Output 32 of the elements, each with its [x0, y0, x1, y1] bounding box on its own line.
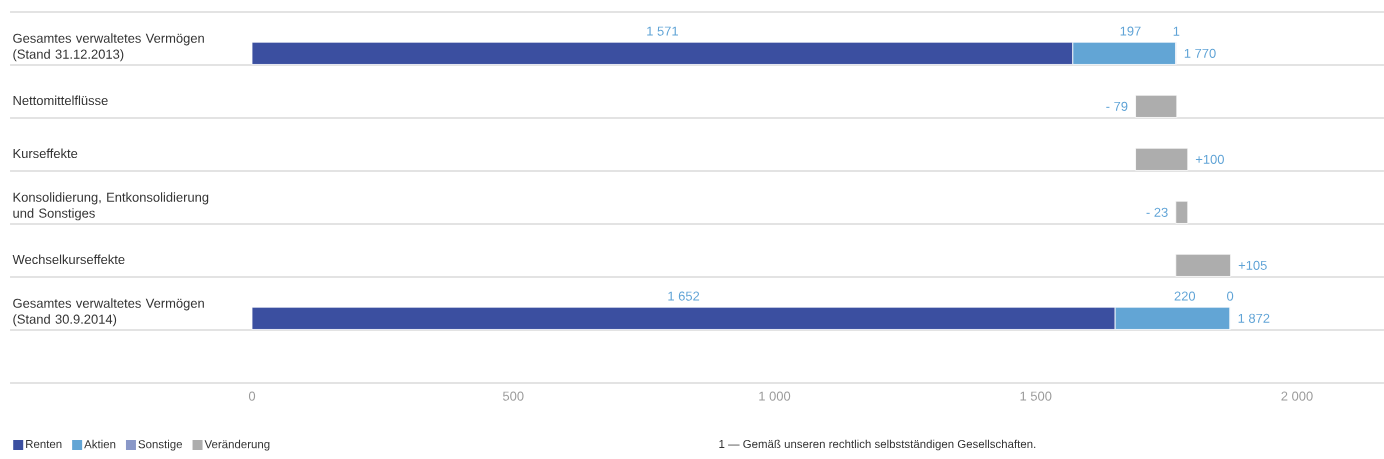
x-tick-label: 0	[248, 391, 256, 401]
legend-label: Renten	[26, 440, 62, 449]
data-label: +100	[1195, 154, 1224, 164]
legend-label: Aktien	[84, 439, 116, 449]
data-label: - 79	[1106, 101, 1128, 111]
x-tick-label: 500	[502, 391, 524, 401]
data-label: 1	[1173, 26, 1180, 36]
y-tick-label: Wechselkurseffekte	[12, 254, 125, 265]
y-tick-label: Gesamtes verwaltetes Vermögen (Stand 31.12.2013)	[13, 33, 204, 62]
data-label: 197	[1120, 26, 1141, 36]
y-tick-label: Konsolidierung, Entkonsolidierung und Sonstiges	[13, 192, 209, 221]
total-label: 1 770	[1184, 48, 1216, 58]
x-tick-label: 1 000	[759, 391, 791, 401]
total-label: 1 872	[1238, 313, 1270, 323]
text: 1 — Gemäß unseren rechtlich selbstständigen Gesellschaften.	[719, 439, 1036, 451]
bar	[1135, 94, 1178, 118]
y-tick-label: Gesamtes verwaltetes Vermögen (Stand 30.9.2014)	[13, 298, 204, 327]
data-label: 0	[1227, 291, 1234, 301]
x-tick-label: 1 500	[1020, 391, 1052, 401]
data-label: +105	[1238, 260, 1267, 270]
data-label: 1 652	[668, 291, 700, 301]
legend-label: Veränderung	[204, 439, 270, 451]
y-tick-label: Kurseffekte	[13, 148, 78, 159]
data-label: - 23	[1146, 207, 1168, 217]
data-label: 1 571	[647, 26, 678, 36]
bar	[1135, 147, 1189, 171]
legend-label: Sonstige	[138, 439, 183, 451]
bar	[1175, 200, 1189, 224]
bar	[1175, 253, 1232, 277]
data-label: 220	[1174, 291, 1196, 301]
x-tick-label: 2 000	[1281, 391, 1313, 401]
y-tick-label: Nettomittelflüsse	[13, 95, 108, 106]
